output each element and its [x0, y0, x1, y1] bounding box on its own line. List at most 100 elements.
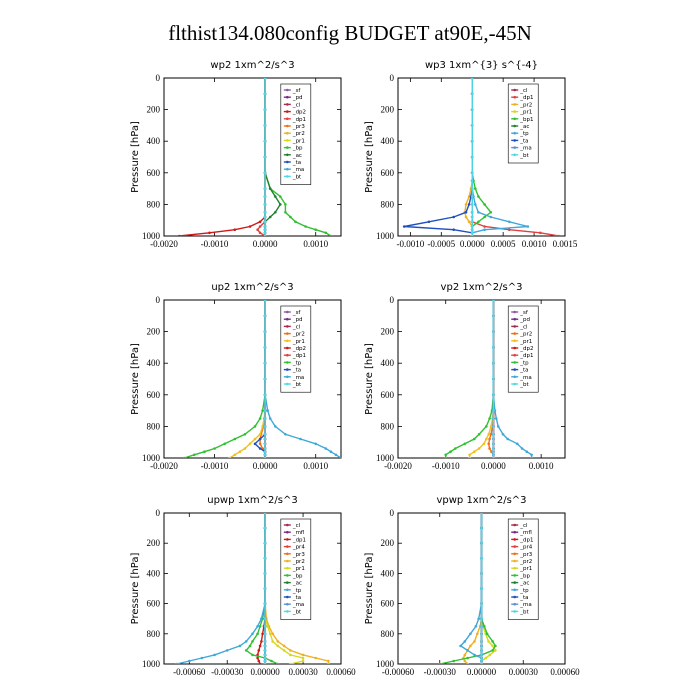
data-point [258, 417, 262, 420]
x-tick-label: -0.0010 [396, 239, 424, 249]
data-point [470, 187, 474, 190]
data-point [464, 211, 468, 214]
data-point [339, 456, 341, 458]
data-point [452, 228, 456, 231]
data-point [263, 656, 267, 660]
legend-marker [513, 153, 517, 157]
data-point [488, 417, 491, 420]
legend-label: _pd [292, 317, 303, 323]
data-point [492, 417, 495, 420]
data-point [314, 442, 318, 446]
data-point [263, 78, 267, 80]
data-point [251, 632, 254, 636]
legend-label: _pr2 [519, 102, 532, 108]
y-tick-label: 1000 [376, 659, 395, 669]
data-point [274, 425, 277, 428]
legend-marker [286, 545, 289, 548]
y-tick-label: 400 [381, 358, 395, 368]
legend-label: _pr1 [292, 339, 305, 345]
data-point [470, 225, 474, 228]
legend-marker [513, 361, 517, 364]
data-point [260, 617, 263, 620]
data-point [263, 644, 267, 648]
data-point [483, 225, 486, 228]
data-point [508, 220, 511, 224]
data-point [463, 442, 467, 446]
y-tick-label: 800 [381, 199, 395, 209]
data-point [301, 659, 305, 663]
data-point [175, 662, 178, 664]
data-point [452, 215, 456, 219]
data-point [314, 656, 318, 660]
x-tick-label: -0.00060 [382, 667, 415, 677]
plot-frame [397, 299, 566, 459]
legend-label: _cl [519, 324, 528, 330]
legend-marker [286, 117, 289, 121]
data-point [258, 442, 262, 446]
data-point [289, 649, 292, 652]
series-group [444, 300, 533, 458]
data-point [244, 649, 248, 652]
data-point [263, 453, 267, 457]
panel-4: vp2 1xm^2/s^3 0 200 400 600 800 1000-0.0020 -0.… [364, 282, 566, 471]
legend-label: _ta [519, 138, 528, 144]
x-tick-label: -0.0020 [150, 461, 178, 471]
y-tick-label: 0 [390, 508, 395, 518]
data-point [263, 653, 267, 657]
legend: _sf_pd_cl _pr2_pr1_dp2_dp1_tp _ta_ma_bt [507, 305, 539, 393]
legend-marker [513, 545, 517, 548]
data-point [263, 215, 267, 219]
legend-label: _bt [519, 153, 529, 159]
data-point [491, 640, 494, 643]
legend-marker [286, 310, 289, 314]
data-point [263, 228, 267, 231]
legend-marker [286, 382, 289, 386]
legend-label: _pr3 [519, 552, 533, 558]
legend-marker [286, 160, 289, 164]
y-tick-label: 800 [381, 629, 395, 639]
panel-title: wp2 1xm^2/s^3 [210, 60, 294, 71]
data-point [464, 215, 468, 219]
data-point [470, 108, 474, 111]
data-point [213, 653, 216, 657]
data-point [469, 632, 472, 636]
data-point [243, 447, 247, 450]
legend-marker [513, 375, 517, 379]
data-point [480, 644, 483, 648]
legend-label: _pr2 [519, 332, 532, 338]
data-point [470, 92, 474, 96]
legend-marker [286, 588, 289, 592]
legend-label: _sf [519, 310, 529, 316]
y-axis-label: Pressure [hPa] [364, 121, 375, 193]
data-point [263, 526, 267, 530]
legend-marker [286, 124, 289, 128]
x-tick-label: 0.0010 [303, 239, 328, 249]
data-point [324, 447, 328, 450]
data-point [263, 155, 267, 159]
data-point [480, 541, 483, 545]
x-tick-label: 0.00000 [467, 667, 497, 677]
y-tick-label: 600 [381, 168, 395, 178]
data-point [480, 632, 483, 636]
data-point [274, 195, 277, 198]
y-tick-label: 0 [156, 295, 161, 305]
data-point [268, 632, 272, 636]
data-point [263, 456, 267, 458]
data-point [261, 409, 264, 412]
data-point [263, 625, 267, 628]
data-point [274, 211, 277, 214]
data-point [263, 211, 267, 214]
data-point [263, 195, 267, 198]
data-point [263, 203, 267, 206]
legend-marker [286, 523, 289, 527]
legend-marker [513, 332, 517, 335]
data-point [438, 662, 442, 664]
legend-marker [513, 566, 517, 570]
data-point [301, 656, 305, 660]
data-point [258, 220, 262, 224]
data-point [506, 437, 510, 441]
data-point [289, 215, 292, 219]
data-point [263, 220, 267, 224]
y-tick-label: 1000 [376, 231, 395, 241]
data-point [263, 346, 267, 349]
